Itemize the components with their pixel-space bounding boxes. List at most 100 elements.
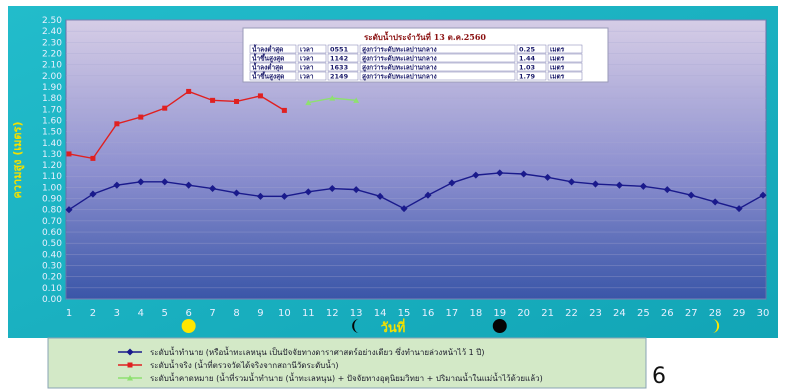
info-cell: 1.44 (519, 55, 536, 63)
data-point (353, 97, 360, 103)
info-box-rows: น้ำลงต่ำสุด เวลา 0551 สูงกว่าระดับทะเลปานกล… (249, 44, 583, 82)
info-cell-frame (297, 71, 327, 81)
legend-swatch-marker (126, 348, 134, 356)
info-cell-frame (297, 44, 327, 54)
x-tick-label: 13 (350, 308, 363, 319)
y-tick-label: 1.70 (42, 105, 62, 115)
x-tick-label: 28 (709, 308, 722, 319)
y-tick-label: 1.60 (42, 116, 62, 126)
legend-entry: ระดับน้ำจริง (น้ำที่ตรวจวัดได้จริงจากสถา… (118, 359, 338, 370)
info-cell: 1633 (330, 64, 348, 72)
data-point (376, 192, 384, 200)
legend-label: ระดับน้ำคาดหมาย (น้ำที่รวมน้ำทำนาย (น้ำท… (150, 372, 543, 383)
x-tick-label: 3 (114, 308, 120, 319)
y-tick-label: 1.50 (42, 128, 62, 138)
x-tick-label: 25 (637, 308, 650, 319)
x-tick-label: 16 (422, 308, 435, 319)
x-tick-label: 12 (326, 308, 339, 319)
x-tick-label: 24 (613, 308, 626, 319)
info-cell: สูงกว่าระดับทะเลปานกลาง (362, 55, 437, 64)
page-number: 6 (652, 364, 666, 389)
data-point (663, 186, 671, 194)
y-tick-label: 0.80 (42, 206, 62, 216)
info-cell-frame (547, 44, 583, 54)
y-tick-label: 0.00 (42, 295, 62, 305)
legend-swatch-marker (127, 375, 133, 381)
x-tick-label: 26 (661, 308, 674, 319)
info-cell: สูงกว่าระดับทะเลปานกลาง (362, 73, 437, 82)
x-tick-label: 14 (374, 308, 387, 319)
x-tick-label: 8 (233, 308, 239, 319)
x-tick-label: 30 (757, 308, 770, 319)
data-point (759, 191, 767, 199)
y-tick-label: 0.90 (42, 195, 62, 205)
data-point (520, 170, 528, 178)
data-point (687, 191, 695, 199)
info-cell-frame (516, 53, 547, 63)
info-box: ระดับน้ำประจำวันที่ 13 ต.ค.2560 น้ำลงต่ำ… (242, 27, 609, 83)
y-tick-label: 2.10 (42, 61, 62, 71)
data-point (113, 181, 121, 189)
data-point (114, 121, 120, 127)
info-cell: 1.03 (519, 64, 535, 72)
data-point (305, 99, 312, 106)
x-tick-label: 6 (185, 308, 191, 319)
info-cell: 1142 (330, 55, 348, 63)
legend-label: ระดับน้ำทำนาย (หรือน้ำทะเลหนุน เป็นปัจจั… (150, 346, 484, 357)
legend-items: ระดับน้ำทำนาย (หรือน้ำทะเลหนุน เป็นปัจจั… (118, 346, 543, 383)
data-point (185, 181, 193, 189)
y-tick-label: 0.50 (42, 239, 62, 249)
x-tick-label: 20 (517, 308, 530, 319)
legend: ระดับน้ำทำนาย (หรือน้ำทะเลหนุน เป็นปัจจั… (47, 337, 647, 389)
series-layer (65, 88, 767, 214)
x-tick-label: 11 (302, 308, 315, 319)
data-point (186, 88, 192, 94)
y-tick-label: 2.40 (42, 27, 62, 37)
info-cell-frame (249, 44, 297, 54)
info-cell-frame (547, 71, 583, 81)
data-point (66, 151, 72, 157)
info-cell: เมตร (550, 46, 565, 54)
info-cell: น้ำขึ้นสูงสุด (252, 53, 284, 64)
data-point (400, 205, 408, 213)
x-tick-label: 21 (541, 308, 554, 319)
data-point (161, 178, 169, 186)
data-point (735, 205, 743, 213)
y-tick-label: 1.10 (42, 172, 62, 182)
y-tick-label: 1.80 (42, 94, 62, 104)
data-point (138, 114, 144, 120)
data-point (448, 179, 456, 187)
data-point (472, 171, 480, 179)
data-point (639, 182, 647, 190)
info-cell-frame (359, 62, 516, 72)
y-axis-ticks: 0.000.100.200.30 0.400.500.600.700.800.90… (42, 16, 62, 305)
info-cell-frame (249, 62, 297, 72)
info-cell-frame (547, 53, 583, 63)
data-point (90, 155, 96, 161)
info-cell-frame (249, 53, 297, 63)
legend-entry: ระดับน้ำทำนาย (หรือน้ำทะเลหนุน เป็นปัจจั… (118, 346, 484, 357)
info-cell-frame (516, 71, 547, 81)
data-point (137, 178, 145, 186)
y-tick-label: 0.60 (42, 228, 62, 238)
info-cell-frame (327, 62, 359, 72)
data-point (496, 169, 504, 177)
legend-swatch-marker (127, 362, 133, 368)
info-cell: เวลา (300, 55, 314, 63)
info-cell: น้ำลงต่ำสุด (252, 44, 283, 54)
info-cell-frame (327, 53, 359, 63)
info-cell: สูงกว่าระดับทะเลปานกลาง (362, 64, 437, 73)
data-point (568, 178, 576, 186)
data-point (256, 192, 264, 200)
x-tick-label: 10 (278, 308, 291, 319)
info-cell: เวลา (300, 73, 314, 81)
x-tick-label: 23 (589, 308, 602, 319)
info-cell-frame (516, 44, 547, 54)
y-axis-label: ความสูง (เมตร) (11, 122, 25, 199)
x-tick-label: 19 (493, 308, 506, 319)
info-cell: 1.79 (519, 73, 536, 81)
moon-phases (181, 319, 720, 333)
info-cell: สูงกว่าระดับทะเลปานกลาง (362, 46, 437, 55)
